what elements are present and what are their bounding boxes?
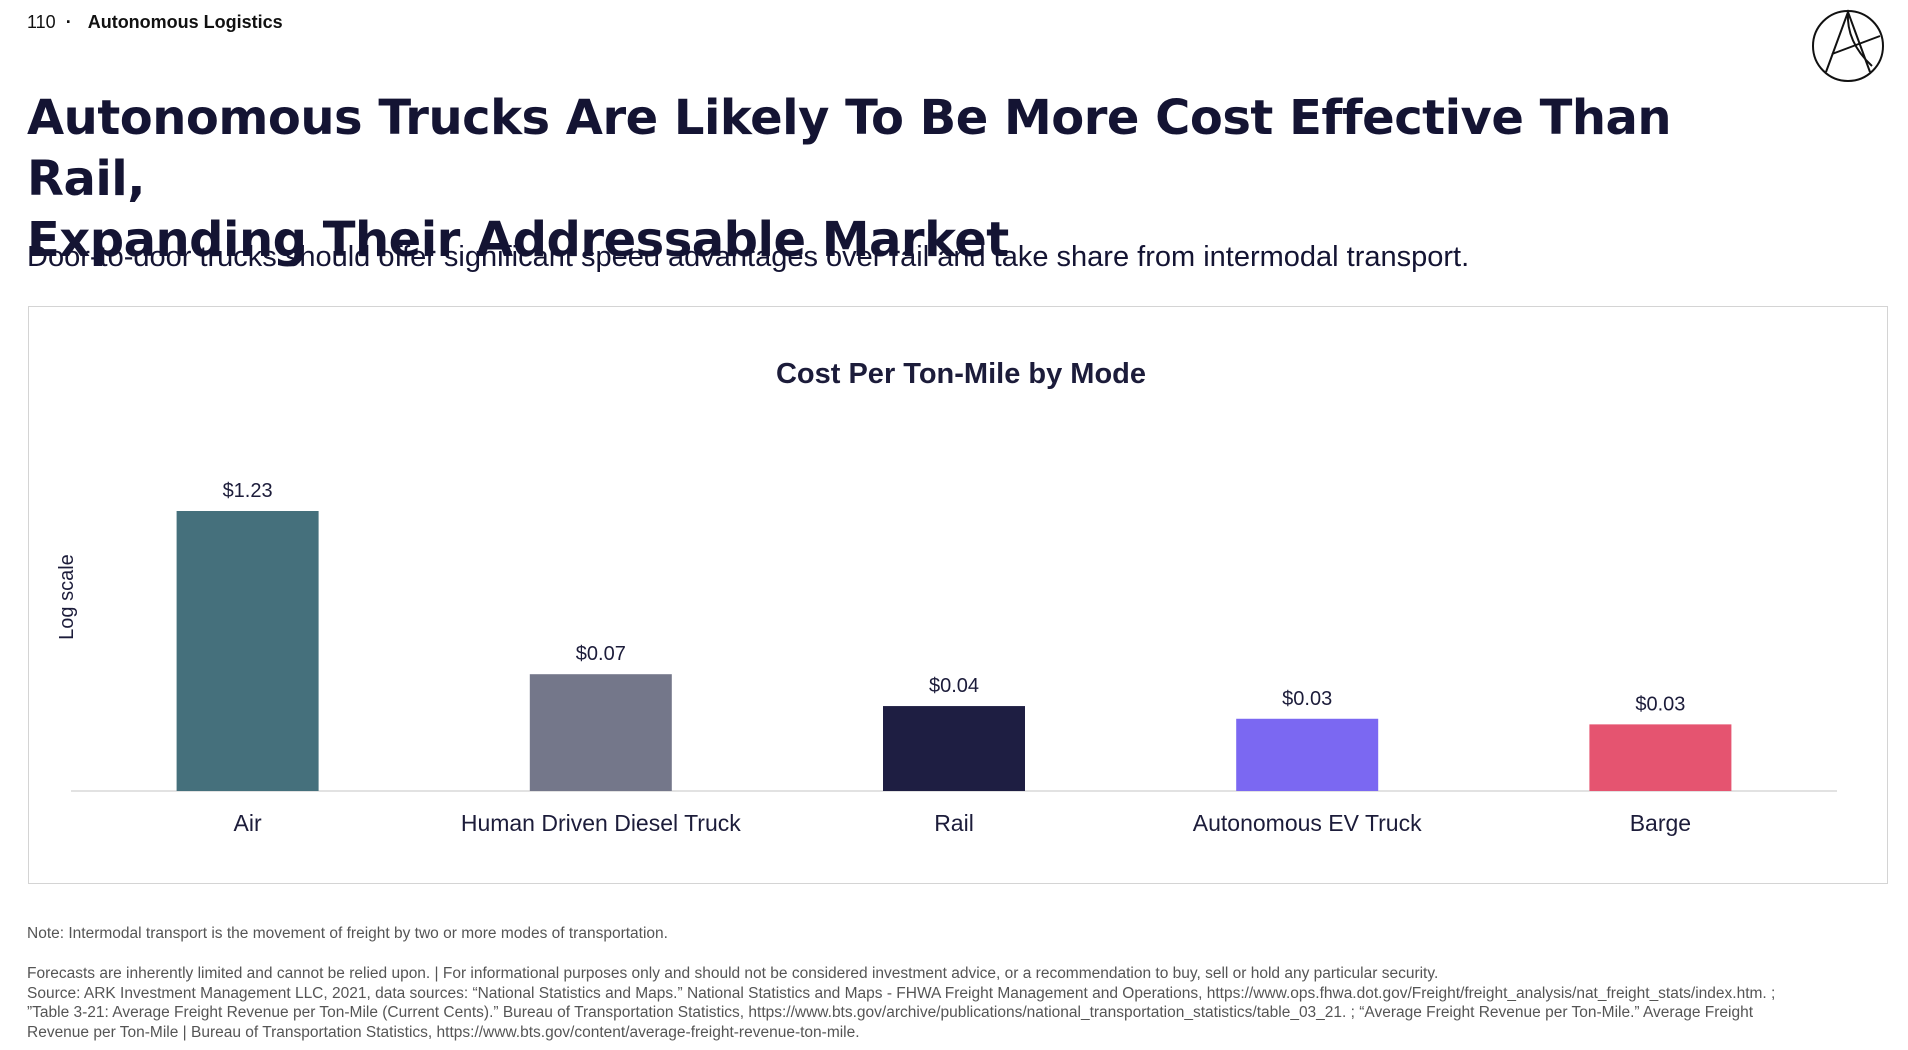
bar-rail [883,706,1025,791]
data-label: $0.07 [576,643,626,665]
chart-panel: Cost Per Ton-Mile by Mode Log scale $1.2… [28,306,1888,884]
ark-logo-icon [1812,9,1884,82]
bar-chart: Cost Per Ton-Mile by Mode Log scale $1.2… [56,358,1837,836]
page-header: 110 · Autonomous Logistics [27,10,283,34]
data-label: $0.04 [929,675,979,697]
data-label: $1.23 [223,480,273,502]
x-tick-label: Human Driven Diesel Truck [461,810,741,836]
x-tick-label: Autonomous EV Truck [1193,810,1422,836]
chart-title: Cost Per Ton-Mile by Mode [776,358,1146,390]
disclaimer-line: Forecasts are inherently limited and can… [27,965,1439,982]
source-line: Source: ARK Investment Management LLC, 2… [27,984,1776,1002]
source-line: ”Table 3-21: Average Freight Revenue per… [27,1004,1754,1021]
bar-autonomous-ev-truck [1236,718,1379,791]
page-number: 110 [27,11,56,32]
footnote: Note: Intermodal transport is the moveme… [27,925,668,942]
x-tick-label: Barge [1630,810,1691,836]
x-tick-label: Air [234,810,262,836]
title-line-1: Autonomous Trucks Are Likely To Be More … [27,90,1672,207]
source-line: Revenue per Ton-Mile | Bureau of Transpo… [27,1023,860,1041]
data-label: $0.03 [1635,693,1685,715]
title-line-2: Expanding Their Addressable Market [27,212,1009,268]
y-axis-label: Log scale [56,554,78,640]
data-label: $0.03 [1282,688,1332,710]
header-separator: · [65,11,72,32]
section-title: Autonomous Logistics [87,11,283,32]
page-title: Autonomous Trucks Are Likely To Be More … [27,88,1727,271]
x-tick-label: Rail [934,810,974,836]
bar-air [176,511,319,791]
bar-barge [1589,724,1732,791]
page-subtitle: Door-to-door trucks should offer signifi… [27,241,1470,273]
bar-human-driven-diesel-truck [529,674,672,791]
disclaimer: Forecasts are inherently limited and can… [27,964,1887,1042]
bars-group: $1.23 Air $0.07 Human Driven Diesel Truck $0… [176,480,1732,836]
